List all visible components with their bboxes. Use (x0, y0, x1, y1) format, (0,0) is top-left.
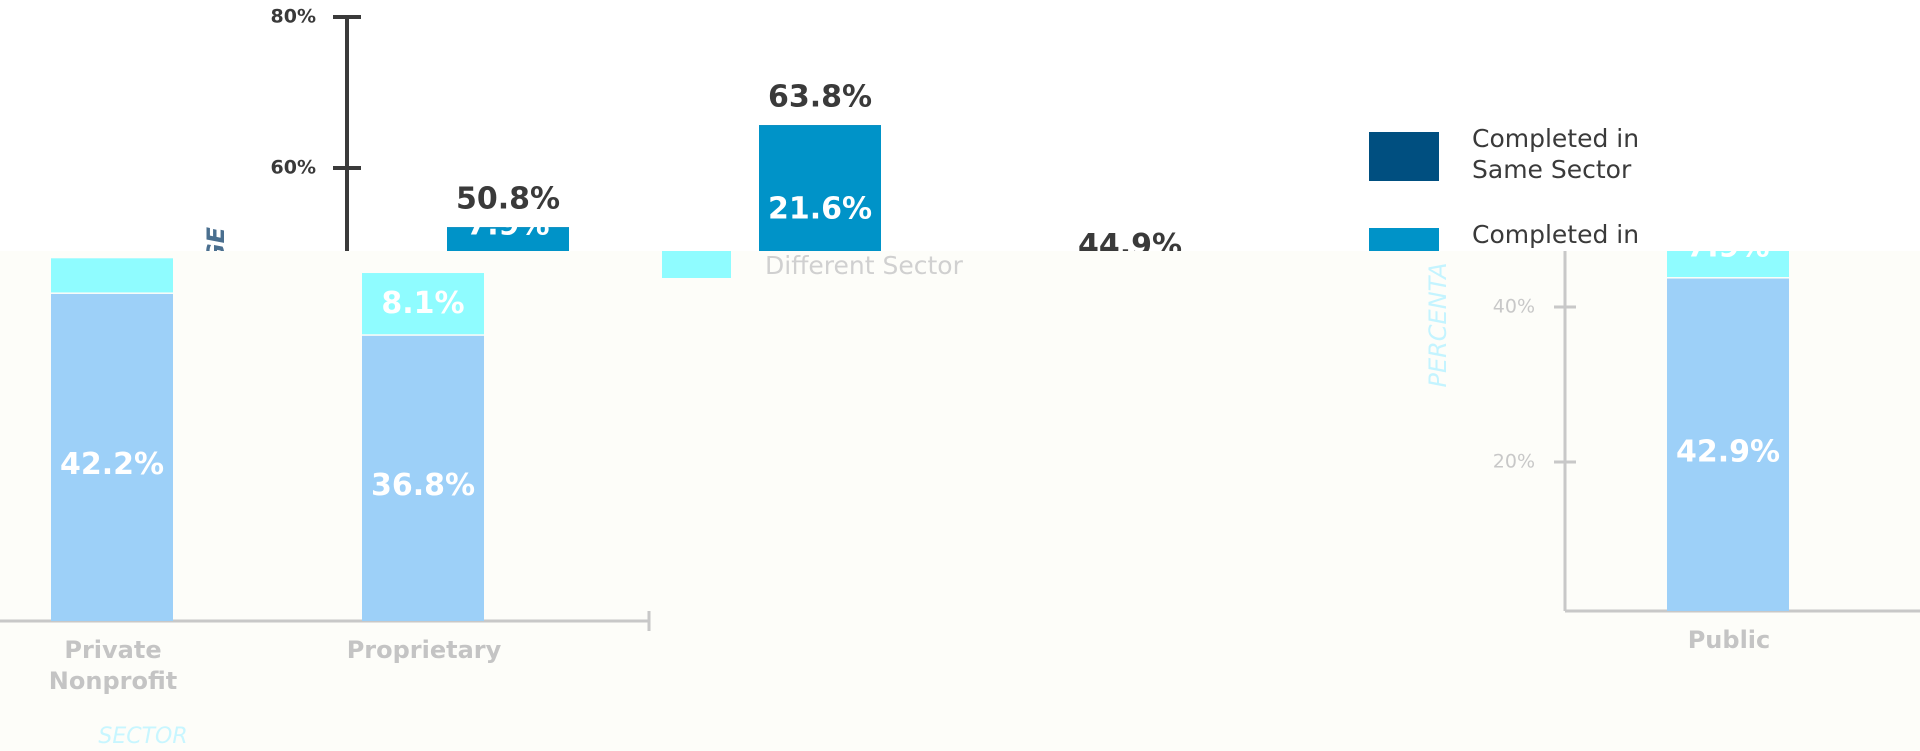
total-label: 50.8% (456, 182, 560, 217)
total-label: 44.9% (1078, 228, 1182, 263)
legend-label: Different Sector (765, 251, 964, 280)
segment-label: 21.6% (768, 191, 872, 226)
legend-label: Completed in (1472, 124, 1639, 153)
top-layer: GE 80% 60% 50.8%7.9% 63.8% 21.6% 44.9% Complet… (202, 6, 1639, 263)
bar-different (1667, 251, 1789, 278)
y-tick-label: 20% (1493, 451, 1535, 473)
bar-same (51, 293, 173, 621)
legend-swatch (1369, 228, 1439, 251)
same-label: 36.8% (371, 468, 475, 503)
legend-swatch (662, 251, 731, 278)
overlay-background (0, 251, 1920, 751)
legend-swatch (1369, 132, 1439, 181)
segment-label: 7.9% (466, 208, 549, 243)
x-tick-label: Proprietary (347, 636, 502, 664)
x-tick-label: Nonprofit (49, 667, 177, 695)
bar-different (362, 273, 484, 335)
y-tick-label: 60% (271, 157, 316, 179)
different-label: 8.1% (381, 286, 464, 321)
bar-segment (447, 227, 569, 251)
different-label: 7.9% (1686, 229, 1769, 264)
y-axis-label: PERCENTA (1424, 262, 1452, 387)
legend-label: Completed in (1472, 220, 1639, 249)
bar-same (1667, 278, 1789, 611)
bar-segment (759, 125, 881, 251)
same-label: 42.9% (1676, 434, 1780, 469)
y-axis-label: GE (202, 226, 230, 263)
bottom-layer: PERCENTA SECTOR Different Sector 40% 20% 42… (0, 229, 1920, 749)
x-tick-label: Private (64, 636, 161, 664)
bar-same (362, 335, 484, 621)
same-label: 42.2% (60, 447, 164, 482)
x-axis-label: SECTOR (98, 724, 187, 749)
legend-label: Same Sector (1472, 155, 1632, 184)
x-tick-label: Public (1688, 626, 1771, 654)
bar-different (51, 258, 173, 293)
total-label: 63.8% (768, 80, 872, 115)
y-tick-label: 40% (1493, 296, 1535, 318)
y-tick-label: 80% (271, 6, 316, 28)
